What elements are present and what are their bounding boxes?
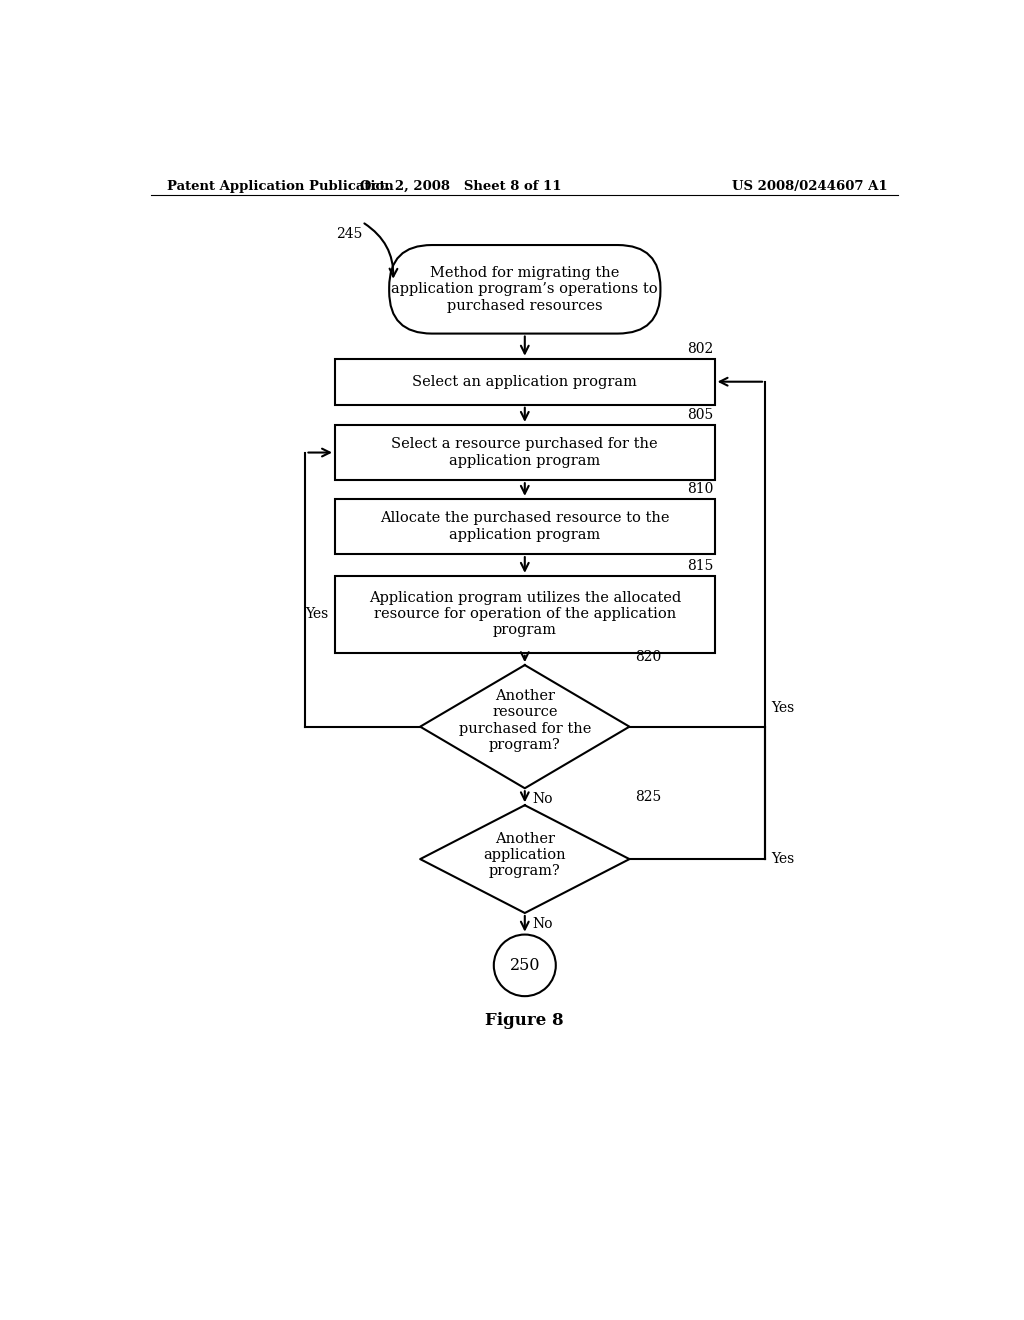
- Text: No: No: [532, 792, 553, 807]
- Text: Figure 8: Figure 8: [485, 1011, 564, 1028]
- Text: 810: 810: [687, 482, 713, 496]
- Text: US 2008/0244607 A1: US 2008/0244607 A1: [732, 180, 888, 193]
- FancyBboxPatch shape: [335, 359, 715, 405]
- Text: Method for migrating the
application program’s operations to
purchased resources: Method for migrating the application pro…: [391, 267, 658, 313]
- Text: 825: 825: [636, 789, 662, 804]
- Text: Select an application program: Select an application program: [413, 375, 637, 388]
- Text: 820: 820: [636, 649, 662, 664]
- Text: Oct. 2, 2008   Sheet 8 of 11: Oct. 2, 2008 Sheet 8 of 11: [360, 180, 562, 193]
- Circle shape: [494, 935, 556, 997]
- Text: 250: 250: [510, 957, 540, 974]
- Text: 245: 245: [337, 227, 362, 242]
- FancyBboxPatch shape: [335, 425, 715, 480]
- Text: No: No: [532, 917, 553, 931]
- FancyBboxPatch shape: [335, 576, 715, 653]
- Text: Application program utilizes the allocated
resource for operation of the applica: Application program utilizes the allocat…: [369, 591, 681, 638]
- Text: 815: 815: [687, 558, 713, 573]
- Polygon shape: [420, 665, 630, 788]
- Text: Another
resource
purchased for the
program?: Another resource purchased for the progr…: [459, 689, 591, 752]
- Text: Another
application
program?: Another application program?: [483, 832, 566, 878]
- Text: 802: 802: [687, 342, 713, 355]
- Text: Patent Application Publication: Patent Application Publication: [167, 180, 393, 193]
- Text: Yes: Yes: [771, 701, 795, 715]
- FancyBboxPatch shape: [335, 499, 715, 554]
- Text: Yes: Yes: [305, 607, 329, 622]
- Text: 805: 805: [687, 408, 713, 422]
- Text: Allocate the purchased resource to the
application program: Allocate the purchased resource to the a…: [380, 511, 670, 541]
- Polygon shape: [420, 805, 630, 913]
- Text: Yes: Yes: [771, 853, 795, 866]
- FancyBboxPatch shape: [389, 246, 660, 334]
- Text: Select a resource purchased for the
application program: Select a resource purchased for the appl…: [391, 437, 658, 467]
